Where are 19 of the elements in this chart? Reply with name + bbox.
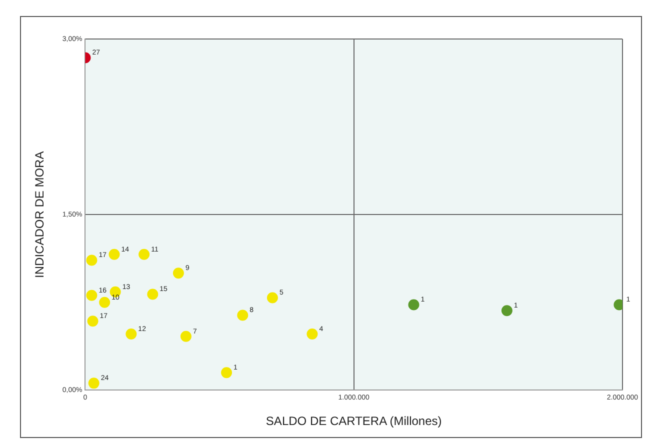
point xyxy=(126,328,137,340)
y-axis-title: INDICADOR DE MORA xyxy=(32,151,47,278)
point xyxy=(86,290,98,301)
point xyxy=(237,310,248,321)
point xyxy=(221,367,232,378)
point xyxy=(180,330,192,342)
point xyxy=(138,248,150,260)
point xyxy=(99,296,110,308)
point xyxy=(408,299,420,310)
point xyxy=(86,254,98,266)
point xyxy=(87,316,98,327)
point xyxy=(266,292,278,304)
point xyxy=(108,248,120,260)
point xyxy=(88,378,100,389)
x-axis-title: SALDO DE CARTERA (Millones) xyxy=(266,414,442,428)
point xyxy=(306,328,318,340)
point xyxy=(147,288,158,300)
point xyxy=(501,305,512,316)
point xyxy=(172,268,184,279)
